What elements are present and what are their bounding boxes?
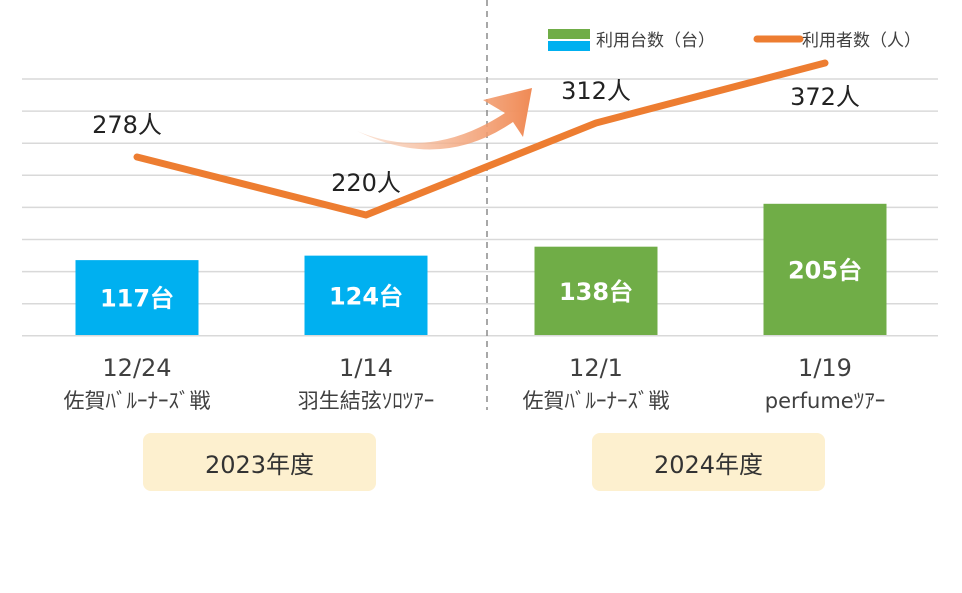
line-value-label: 312人 [561,77,631,105]
bar [534,246,658,335]
legend-line-label: 利用者数（人） [802,31,921,51]
bar-value-label: 138台 [559,278,633,306]
category-event-label: 佐賀ﾊﾞﾙｰﾅｰｽﾞ戦 [64,389,211,413]
category-event-label: perfumeﾂｱｰ [765,389,885,413]
fiscal-year-2023-box: 2023年度 [143,433,376,491]
bar [304,255,428,335]
fiscal-year-2023-label: 2023年度 [204,450,315,479]
line-value-label: 278人 [92,111,162,139]
line-value-label: 220人 [331,169,401,197]
bar-value-label: 205台 [788,256,862,284]
bar-value-label: 124台 [329,282,403,310]
legend-swatch-bar-green [548,29,590,39]
data-labels: 117台 124台 138台 205台 278人 220人 312人 372人 [92,77,862,313]
series-line [133,59,829,219]
bar [763,203,887,335]
line-series [133,59,829,219]
category-date-label: 1/19 [798,354,852,382]
fiscal-year-2024-label: 2024年度 [653,450,764,479]
x-axis-labels: 12/24 佐賀ﾊﾞﾙｰﾅｰｽﾞ戦 1/14 羽生結弦ｿﾛﾂｱｰ 12/1 佐賀ﾊﾞﾙｰﾅ… [64,354,886,413]
line-value-label: 372人 [790,83,860,111]
bar [75,260,199,335]
category-event-label: 羽生結弦ｿﾛﾂｱｰ [298,389,435,413]
category-date-label: 12/1 [569,354,623,382]
bar-value-label: 117台 [100,285,174,313]
bar-series [75,203,887,335]
legend: 利用台数（台） 利用者数（人） [548,29,921,51]
growth-arrow [357,88,532,150]
legend-bar-label: 利用台数（台） [596,31,715,51]
fiscal-year-2024-box: 2024年度 [592,433,825,491]
legend-swatch-bar-blue [548,41,590,51]
category-event-label: 佐賀ﾊﾞﾙｰﾅｰｽﾞ戦 [523,389,670,413]
category-date-label: 1/14 [339,354,393,382]
category-date-label: 12/24 [102,354,171,382]
